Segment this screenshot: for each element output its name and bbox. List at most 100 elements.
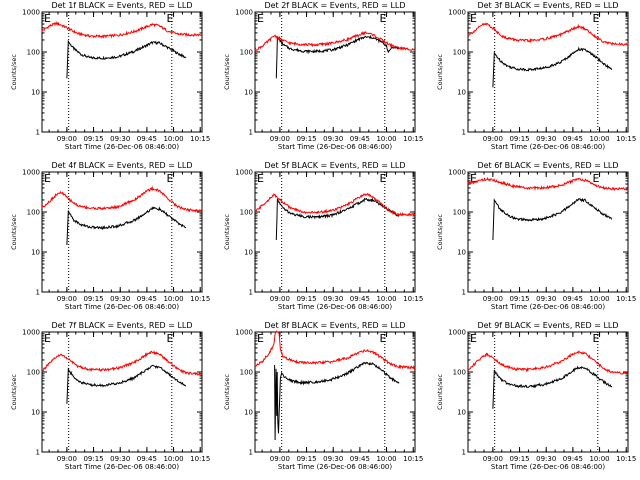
y-tick-label: 10 bbox=[244, 409, 253, 417]
e-annotation: E bbox=[379, 12, 386, 25]
plot-frame bbox=[254, 171, 416, 293]
x-tick-label: 09:30 bbox=[110, 135, 130, 143]
plot-frame bbox=[254, 11, 416, 133]
events-series-line bbox=[492, 365, 613, 409]
y-tick-label: 1 bbox=[249, 129, 253, 137]
x-tick-label: 10:15 bbox=[403, 135, 423, 143]
x-tick-label: 09:00 bbox=[57, 295, 77, 303]
y-tick-label: 100 bbox=[453, 49, 466, 57]
x-tick-label: 09:45 bbox=[137, 295, 157, 303]
y-tick-label: 10 bbox=[457, 89, 466, 97]
y-tick-label: 1 bbox=[462, 449, 466, 457]
y-tick-label: 10 bbox=[457, 409, 466, 417]
e-annotation: E bbox=[44, 12, 51, 25]
x-tick-label: 09:15 bbox=[296, 135, 316, 143]
x-tick-label: 09:15 bbox=[83, 455, 103, 463]
y-tick-label: 1000 bbox=[235, 329, 253, 337]
panel-title: Det 9f BLACK = Events, RED = LLD bbox=[477, 321, 618, 330]
x-tick-label: 10:15 bbox=[403, 455, 423, 463]
x-tick-label: 09:30 bbox=[323, 295, 343, 303]
x-tick-label: 10:00 bbox=[163, 455, 183, 463]
x-tick-label: 09:30 bbox=[536, 455, 556, 463]
x-tick-label: 09:15 bbox=[296, 295, 316, 303]
e-annotation: E bbox=[379, 332, 386, 345]
y-tick-label: 1 bbox=[249, 449, 253, 457]
y-tick-label: 1000 bbox=[448, 329, 466, 337]
x-tick-label: 09:45 bbox=[563, 295, 583, 303]
x-tick-label: 10:15 bbox=[616, 455, 636, 463]
e-annotation: E bbox=[257, 332, 264, 345]
events-series-line bbox=[66, 206, 187, 246]
y-axis-label: Counts/sec bbox=[10, 54, 18, 90]
x-tick-label: 09:45 bbox=[350, 135, 370, 143]
x-tick-label: 10:15 bbox=[616, 295, 636, 303]
e-annotation: E bbox=[592, 172, 599, 185]
y-tick-label: 10 bbox=[244, 89, 253, 97]
x-tick-label: 09:00 bbox=[57, 135, 77, 143]
events-series-line bbox=[492, 197, 613, 241]
plot-frame bbox=[254, 331, 416, 453]
e-annotation: E bbox=[470, 12, 477, 25]
x-axis-label: Start Time (26-Dec-06 08:46:00) bbox=[491, 143, 605, 151]
x-tick-label: 10:00 bbox=[163, 135, 183, 143]
x-tick-label: 10:15 bbox=[616, 135, 636, 143]
e-annotation: E bbox=[257, 172, 264, 185]
x-tick-label: 09:45 bbox=[563, 455, 583, 463]
y-tick-label: 10 bbox=[31, 89, 40, 97]
events-series-line bbox=[275, 197, 400, 241]
x-axis-label: Start Time (26-Dec-06 08:46:00) bbox=[65, 303, 179, 311]
y-tick-label: 1000 bbox=[448, 9, 466, 17]
y-axis-label: Counts/sec bbox=[223, 54, 231, 90]
x-axis-label: Start Time (26-Dec-06 08:46:00) bbox=[491, 303, 605, 311]
x-tick-label: 10:00 bbox=[163, 295, 183, 303]
events-series-line bbox=[274, 361, 400, 441]
lld-series-line bbox=[467, 22, 629, 47]
y-axis-label: Counts/sec bbox=[223, 374, 231, 410]
x-axis-label: Start Time (26-Dec-06 08:46:00) bbox=[278, 463, 392, 471]
x-tick-label: 09:00 bbox=[270, 295, 290, 303]
y-tick-label: 100 bbox=[240, 369, 253, 377]
x-tick-label: 10:00 bbox=[376, 295, 396, 303]
y-tick-label: 1 bbox=[36, 289, 40, 297]
panel-title: Det 3f BLACK = Events, RED = LLD bbox=[477, 1, 618, 10]
y-tick-label: 1000 bbox=[448, 169, 466, 177]
x-axis-label: Start Time (26-Dec-06 08:46:00) bbox=[65, 143, 179, 151]
panel-title: Det 8f BLACK = Events, RED = LLD bbox=[264, 321, 405, 330]
lld-series-line bbox=[254, 31, 416, 52]
x-tick-label: 09:30 bbox=[323, 135, 343, 143]
y-axis-label: Counts/sec bbox=[436, 374, 444, 410]
x-tick-label: 09:15 bbox=[509, 455, 529, 463]
plot-frame bbox=[41, 331, 203, 453]
x-tick-label: 09:45 bbox=[350, 295, 370, 303]
y-tick-label: 100 bbox=[27, 49, 40, 57]
events-series-line bbox=[66, 39, 187, 79]
x-tick-label: 10:15 bbox=[190, 455, 210, 463]
x-tick-label: 09:00 bbox=[270, 135, 290, 143]
plot-frame bbox=[467, 331, 629, 453]
e-annotation: E bbox=[166, 332, 173, 345]
panel-det-8: Det 8f BLACK = Events, RED = LLD 1 10 100 10… bbox=[223, 321, 423, 471]
y-tick-label: 10 bbox=[457, 249, 466, 257]
e-annotation: E bbox=[44, 332, 51, 345]
events-series-line bbox=[66, 364, 187, 404]
y-tick-label: 1000 bbox=[235, 9, 253, 17]
x-tick-label: 09:30 bbox=[323, 455, 343, 463]
y-axis-label: Counts/sec bbox=[436, 214, 444, 250]
x-tick-label: 10:00 bbox=[589, 455, 609, 463]
lld-series-line bbox=[41, 350, 203, 377]
panel-title: Det 1f BLACK = Events, RED = LLD bbox=[51, 1, 192, 10]
y-tick-label: 100 bbox=[453, 369, 466, 377]
panel-det-7: Det 7f BLACK = Events, RED = LLD 1 10 100 10… bbox=[10, 321, 210, 471]
y-tick-label: 1000 bbox=[22, 169, 40, 177]
lld-series-line bbox=[467, 350, 629, 375]
y-tick-label: 10 bbox=[31, 409, 40, 417]
panel-title: Det 4f BLACK = Events, RED = LLD bbox=[51, 161, 192, 170]
panel-title: Det 6f BLACK = Events, RED = LLD bbox=[477, 161, 618, 170]
panel-title: Det 7f BLACK = Events, RED = LLD bbox=[51, 321, 192, 330]
y-tick-label: 10 bbox=[244, 249, 253, 257]
x-tick-label: 09:30 bbox=[536, 135, 556, 143]
x-tick-label: 09:00 bbox=[270, 455, 290, 463]
lld-series-line bbox=[254, 192, 416, 217]
lld-series-line bbox=[254, 330, 416, 370]
x-tick-label: 10:00 bbox=[589, 135, 609, 143]
